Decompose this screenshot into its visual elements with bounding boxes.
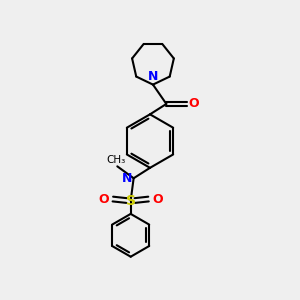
Text: S: S	[126, 194, 136, 208]
Text: O: O	[189, 98, 199, 110]
Text: N: N	[148, 70, 158, 83]
Text: N: N	[122, 172, 132, 185]
Text: CH₃: CH₃	[106, 155, 125, 165]
Text: O: O	[152, 193, 163, 206]
Text: O: O	[99, 193, 109, 206]
